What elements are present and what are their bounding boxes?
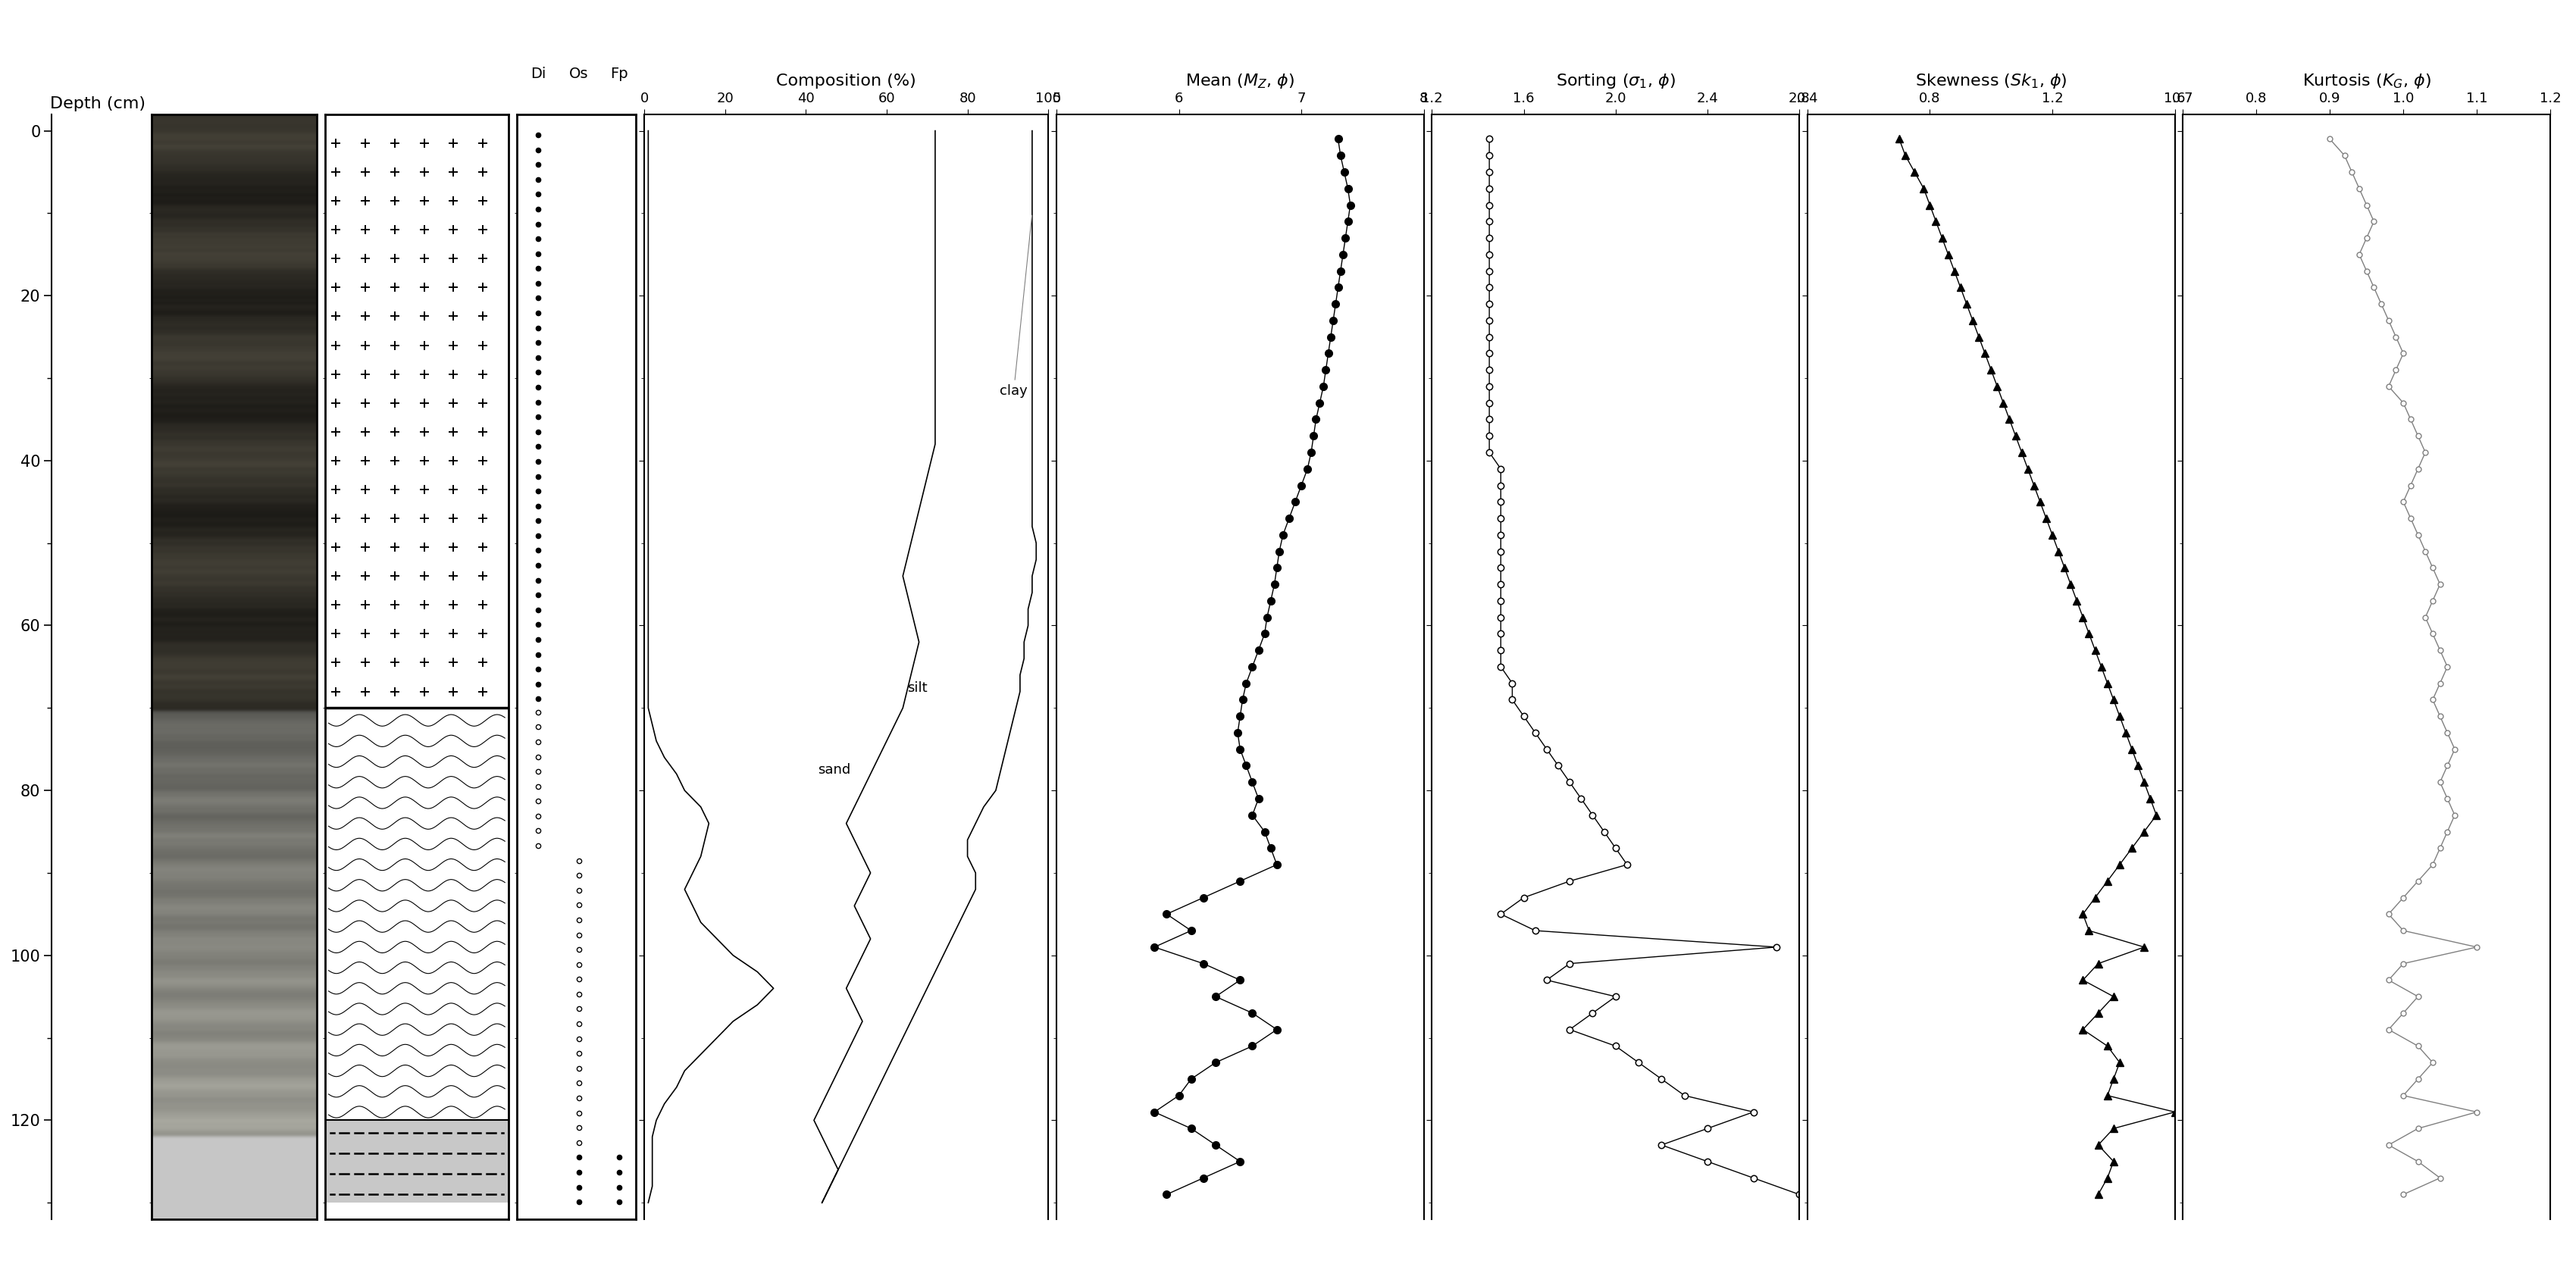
- Title: Kurtosis ($K_G$, $\phi$): Kurtosis ($K_G$, $\phi$): [2303, 72, 2432, 90]
- Text: clay: clay: [999, 216, 1033, 398]
- Title: Skewness ($Sk_1$, $\phi$): Skewness ($Sk_1$, $\phi$): [1914, 72, 2066, 90]
- Text: Di: Di: [531, 67, 546, 81]
- Title: Mean ($M_Z$, $\phi$): Mean ($M_Z$, $\phi$): [1185, 72, 1296, 90]
- Title: Depth (cm): Depth (cm): [49, 95, 144, 110]
- Title: Composition (%): Composition (%): [775, 74, 917, 89]
- Text: Os: Os: [569, 67, 587, 81]
- Text: sand: sand: [819, 763, 850, 777]
- Bar: [325, 1120, 507, 1203]
- Text: Fp: Fp: [611, 67, 629, 81]
- Text: silt: silt: [907, 681, 927, 695]
- Title: Sorting ($\sigma_1$, $\phi$): Sorting ($\sigma_1$, $\phi$): [1556, 72, 1674, 90]
